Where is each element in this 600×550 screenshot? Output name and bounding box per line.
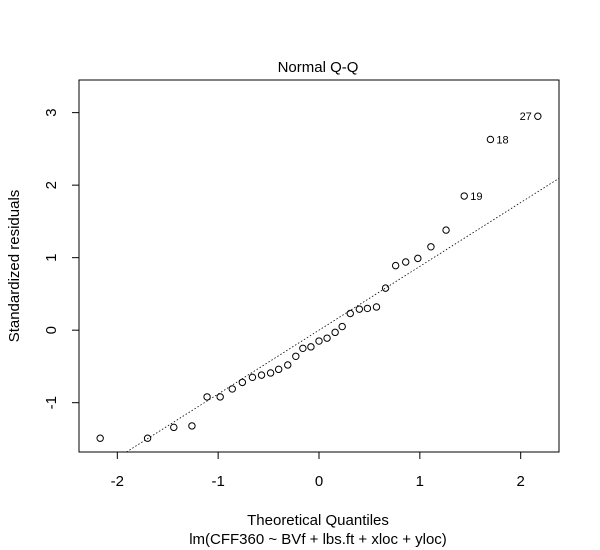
data-point: [414, 254, 422, 263]
data-point: [238, 378, 247, 387]
data-point: [248, 373, 257, 382]
data-point: [266, 369, 275, 377]
point-label: 27: [520, 111, 532, 123]
data-point: [338, 322, 346, 331]
data-point: [274, 365, 283, 374]
x-tick-label: 1: [416, 473, 424, 490]
data-point: [442, 226, 450, 234]
chart-subtitle: lm(CFF360 ~ BVf + lbs.ft + xloc + yloc): [189, 531, 447, 548]
data-point: [402, 258, 410, 266]
data-point: [346, 309, 354, 318]
data-point: [307, 343, 315, 351]
x-axis-label: Theoretical Quantiles: [247, 512, 389, 529]
point-labels-group: 19 18 27: [470, 111, 532, 203]
y-tick-label: 3: [43, 108, 60, 116]
y-tick-label: -1: [43, 396, 60, 409]
y-tick-label: 0: [43, 326, 60, 334]
data-point: [188, 422, 196, 430]
reference-line-group: [126, 177, 560, 453]
data-point: [355, 305, 364, 313]
data-point: [534, 112, 542, 120]
data-point: [284, 361, 292, 369]
data-point: [315, 337, 323, 345]
chart-title: Normal Q-Q: [278, 59, 359, 76]
plot-box: [78, 79, 560, 453]
data-point: [391, 261, 400, 270]
qq-reference-line: [126, 177, 560, 453]
y-tick-label: 1: [43, 253, 60, 261]
y-tick-label: 2: [43, 181, 60, 189]
data-point: [372, 303, 381, 311]
y-axis-label: Standardized residuals: [6, 190, 23, 343]
x-tick-label: -1: [211, 473, 224, 490]
data-point: [299, 344, 307, 353]
data-point: [331, 328, 339, 337]
data-point: [228, 385, 236, 393]
data-point: [460, 192, 468, 200]
data-point: [170, 423, 178, 432]
data-point: [216, 393, 224, 401]
point-label: 19: [470, 191, 482, 203]
x-tick-label: 0: [315, 473, 323, 490]
data-point: [292, 352, 300, 360]
data-point: [96, 434, 104, 442]
data-point: [486, 135, 495, 144]
point-label: 18: [496, 134, 508, 146]
x-tick-label: -2: [111, 473, 124, 490]
points-group: [96, 112, 542, 442]
y-axis: -1 0 1 2 3: [43, 108, 79, 409]
x-tick-label: 2: [517, 473, 525, 490]
data-point: [427, 243, 435, 251]
data-point: [381, 284, 390, 292]
x-axis: -2 -1 0 1 2: [111, 452, 525, 490]
data-point: [323, 334, 331, 342]
data-point: [203, 393, 211, 401]
data-point: [257, 371, 266, 379]
data-point: [143, 434, 152, 442]
data-point: [363, 304, 372, 313]
